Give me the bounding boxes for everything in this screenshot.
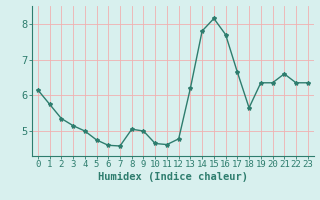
X-axis label: Humidex (Indice chaleur): Humidex (Indice chaleur) <box>98 172 248 182</box>
